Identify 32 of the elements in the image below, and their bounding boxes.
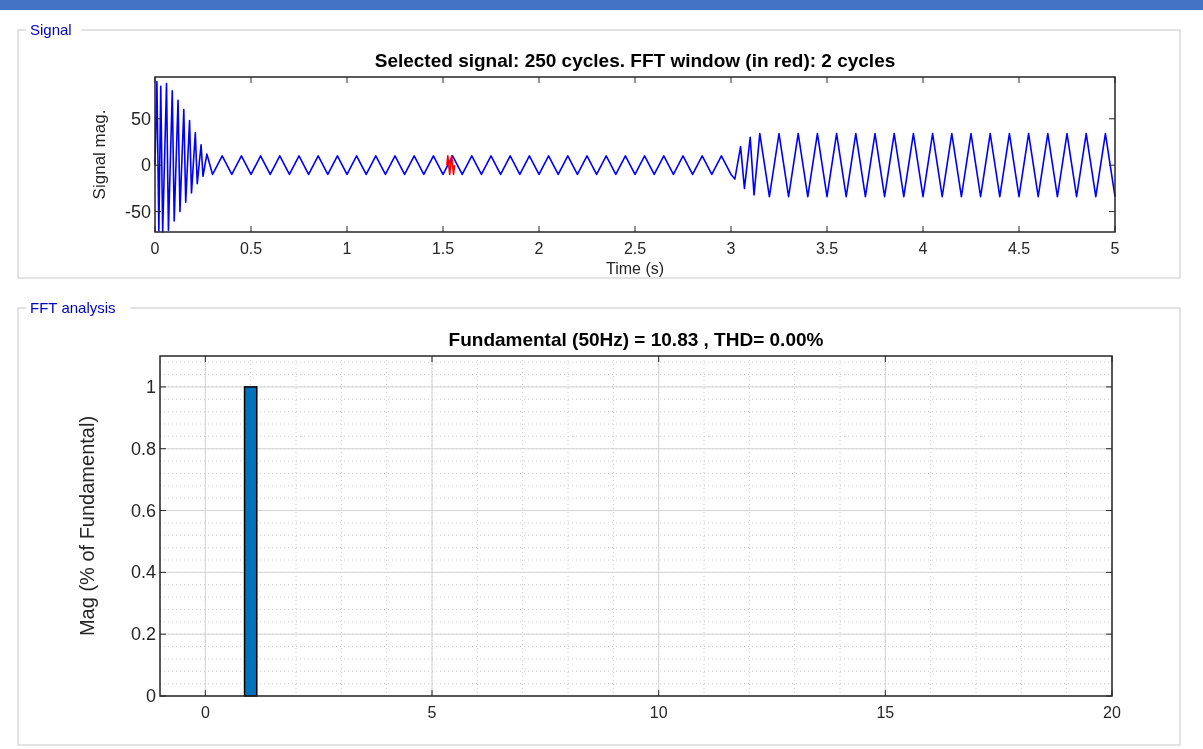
x-tick-label: 5 [1110,240,1120,257]
x-tick-label: 3 [726,240,736,257]
text: FFT analysis [30,299,116,316]
y-tick-label: 0.4 [130,562,156,583]
x-tick-label: 4.5 [1007,240,1031,257]
x-tick-label: 1.5 [431,240,455,257]
y-tick-label: 1 [145,376,156,397]
x-tick-label: 5 [427,704,437,721]
chart-title: Fundamental (50Hz) = 10.83 , THD= 0.00% [448,329,824,350]
x-tick-label: 0 [200,704,210,721]
y-axis-title: Signal mag. [90,109,109,200]
x-axis-title: Time (s) [605,260,665,277]
y-tick-label: 0.6 [130,500,156,521]
x-tick-label: 2.5 [623,240,647,257]
x-tick-label: 20 [1103,704,1121,721]
chart-title: Selected signal: 250 cycles. FFT window (in red): 2 cycles [374,50,896,71]
x-tick-label: 2 [534,240,544,257]
x-tick-label: 4 [918,240,928,257]
x-tick-label: 10 [649,704,668,721]
x-tick-label: 0.5 [239,240,263,257]
line-series [154,80,1116,233]
y-axis-title: Mag (% of Fundamental) [76,415,98,637]
y-tick-label: 50 [130,108,151,129]
y-tick-label: 0 [145,686,156,706]
x-tick-label: 3.5 [815,240,839,257]
x-tick-label: 1 [342,240,352,257]
y-tick-label: 0 [140,155,151,176]
y-tick-label: -50 [124,201,151,222]
text: Signal [30,21,72,38]
y-tick-label: 0.8 [130,438,156,459]
x-tick-label: 15 [876,704,895,721]
y-tick-label: 0.2 [130,624,156,645]
